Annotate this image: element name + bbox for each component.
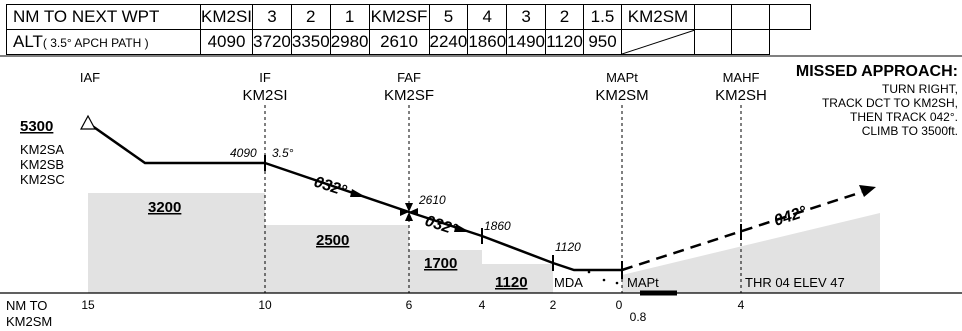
table-cell: KM2SF — [368, 4, 430, 30]
table-cell — [731, 4, 770, 30]
distance-axis-label: NM TO — [6, 298, 47, 313]
row-header-altitude: ALT( 3.5° APCH PATH ) — [6, 29, 201, 55]
terrain-block-1700 — [409, 250, 482, 293]
mapt-name: KM2SM — [595, 87, 648, 104]
mahf-label: MAHF — [723, 70, 760, 85]
table-cell: 3 — [506, 4, 546, 30]
track-label: 032° — [423, 213, 460, 240]
terrain-block-1120 — [482, 264, 553, 293]
row-header-distance: NM TO NEXT WPT — [6, 4, 201, 30]
table-cell — [731, 29, 770, 55]
faf-label: FAF — [397, 70, 421, 85]
mda-label: MDA — [554, 275, 583, 290]
distance-tick-label: 2 — [550, 298, 557, 312]
iaf-triangle-icon — [79, 114, 97, 130]
final-approach-path — [264, 161, 622, 272]
if-name: KM2SI — [242, 87, 287, 104]
table-row-altitude: ALT( 3.5° APCH PATH ) 4090 3720 3350 298… — [6, 29, 811, 55]
stepdown-altitude-label: 1860 — [484, 219, 511, 233]
missed-approach-line: CLIMB TO 3500ft. — [862, 124, 958, 138]
track-arrow-icon — [350, 189, 366, 197]
threshold-label: THR 04 ELEV 47 — [745, 275, 845, 290]
distance-axis-label: KM2SM — [6, 314, 52, 329]
table-cell: 4 — [467, 4, 508, 30]
initial-altitude: 5300 — [20, 118, 53, 135]
initial-approach-path — [87, 121, 265, 165]
alt-header-sub: ( 3.5° APCH PATH ) — [42, 36, 149, 50]
table-row-distance: NM TO NEXT WPT KM2SI 3 2 1 KM2SF 5 4 3 2… — [6, 4, 811, 30]
min-altitude-label: 1120 — [495, 274, 528, 291]
if-altitude-label: 4090 — [230, 146, 257, 160]
min-altitude-label: 2500 — [316, 232, 349, 249]
terrain-shading — [88, 193, 880, 293]
distance-tick-label: 15 — [81, 298, 95, 312]
mda-dot — [615, 281, 619, 285]
mda-dot — [602, 278, 606, 282]
if-label: IF — [259, 70, 271, 85]
stepdown-altitude-label: 1120 — [555, 240, 581, 254]
table-cell-diagonal — [621, 29, 695, 55]
distance-tick-label: 10 — [258, 298, 272, 312]
terrain-block-3200 — [88, 193, 265, 293]
mapt-offset-label: 0.8 — [630, 310, 647, 324]
initial-fix: KM2SA — [20, 142, 64, 157]
missed-track-label: 042° — [772, 203, 809, 230]
distance-tick-label: 6 — [406, 298, 413, 312]
missed-approach-line: TURN RIGHT, — [882, 82, 958, 96]
missed-approach-title: MISSED APPROACH: — [796, 63, 958, 80]
distance-tick-label: 0 — [616, 298, 623, 312]
table-cell: 4090 — [199, 29, 254, 55]
missed-approach-line: THEN TRACK 042°. — [850, 110, 958, 124]
mahf-name: KM2SH — [715, 87, 767, 104]
table-cell: 3350 — [290, 29, 331, 55]
mapt-label: MAPt — [606, 70, 638, 85]
table-cell: 1490 — [506, 29, 546, 55]
distance-tick-label: 4 — [479, 298, 486, 312]
distance-altitude-table: NM TO NEXT WPT KM2SI 3 2 1 KM2SF 5 4 3 2… — [6, 4, 811, 55]
distance-tick-label: 4 — [738, 298, 745, 312]
table-cell: 2240 — [428, 29, 469, 55]
table-cell: 3720 — [252, 29, 292, 55]
min-altitude-label: 3200 — [148, 199, 181, 216]
faf-cross-icon — [400, 203, 418, 221]
gradient-label: 3.5° — [272, 146, 294, 160]
iaf-label: IAF — [80, 70, 100, 85]
faf-name: KM2SF — [384, 87, 434, 104]
faf-altitude-label: 2610 — [418, 193, 446, 207]
terrain-block-2500 — [265, 225, 409, 293]
table-cell — [694, 29, 732, 55]
missed-approach-line: TRACK DCT TO KM2SH, — [822, 96, 958, 110]
diagonal-slash — [622, 30, 694, 54]
table-cell: 1120 — [545, 29, 584, 55]
table-cell: 5 — [428, 4, 469, 30]
initial-fix: KM2SB — [20, 157, 64, 172]
min-altitude-label: 1700 — [424, 255, 457, 272]
table-cell: 1.5 — [583, 4, 622, 30]
alt-header-label: ALT — [13, 32, 43, 51]
missed-approach-arrow-icon — [859, 185, 876, 197]
track-label: 032° — [312, 174, 349, 201]
initial-fix: KM2SC — [20, 172, 65, 187]
table-cell — [769, 4, 811, 30]
table-cell: KM2SI — [199, 4, 254, 30]
table-cell: 2610 — [368, 29, 430, 55]
table-cell: KM2SM — [621, 4, 695, 30]
missed-approach-surface — [622, 213, 880, 293]
mda-dot — [587, 270, 591, 274]
mapt-marker-label: MAPt — [627, 275, 659, 290]
table-cell: 1860 — [467, 29, 508, 55]
track-arrow-icon — [454, 224, 470, 232]
table-cell: 2980 — [329, 29, 370, 55]
